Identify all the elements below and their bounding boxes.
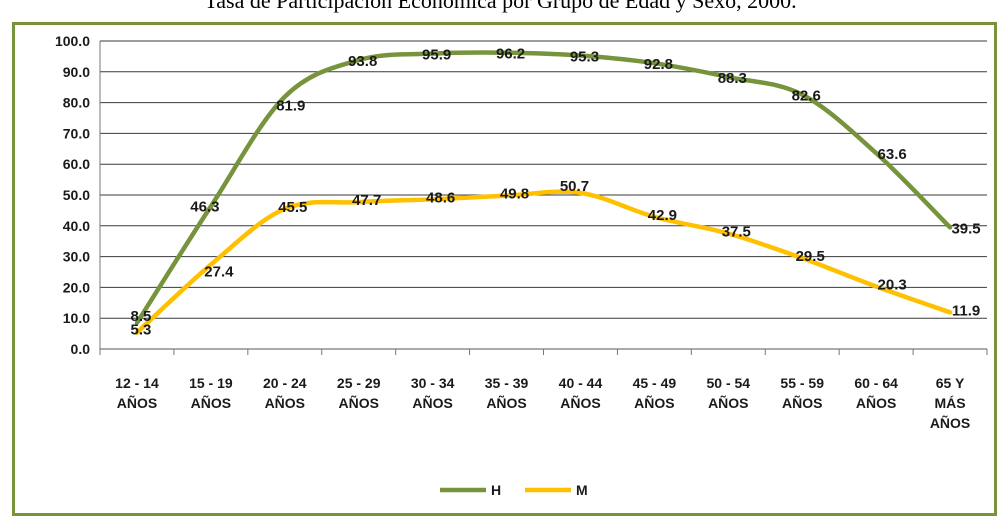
x-tick-label-line: 45 - 49: [633, 375, 677, 391]
x-tick-label: 45 - 49 AÑOS: [633, 375, 677, 411]
y-tick-label: 100.0: [55, 33, 90, 49]
x-tick-label-line: 55 - 59: [780, 375, 824, 391]
y-tick-label: 30.0: [63, 249, 90, 265]
x-tick-label-line: 40 - 44: [559, 375, 603, 391]
x-tick-label-line: 12 - 14: [115, 375, 159, 391]
x-tick-label-line: 15 - 19: [189, 375, 233, 391]
y-axis-labels: 0.0 10.0 20.0 30.0 40.0 50.0 60.0 70.0 80.0 90.0 1…: [55, 33, 90, 357]
x-tick-label: 40 - 44 AÑOS: [559, 375, 603, 411]
x-tick-label-line: 30 - 34: [411, 375, 455, 391]
data-label-m: 47.7: [352, 192, 381, 209]
y-tick-label: 40.0: [63, 218, 90, 234]
x-tick-label-line: 50 - 54: [706, 375, 750, 391]
data-label-m: 49.8: [500, 186, 529, 203]
x-tick-label: 12 - 14 AÑOS: [115, 375, 159, 411]
data-label-m: 37.5: [722, 224, 751, 241]
series-line-h: [134, 50, 953, 326]
y-tick-label: 90.0: [63, 64, 90, 80]
data-label-h: 96.2: [496, 46, 525, 63]
data-label-h: 93.8: [348, 53, 377, 70]
data-label-m: 50.7: [560, 178, 589, 195]
x-tick-label: 50 - 54 AÑOS: [706, 375, 750, 411]
data-label-h: 81.9: [276, 98, 305, 115]
data-label-m: 27.4: [204, 264, 234, 281]
x-tick-label: 30 - 34 AÑOS: [411, 375, 455, 411]
legend-label-h: H: [491, 482, 501, 498]
y-tick-label: 50.0: [63, 187, 90, 203]
data-label-m: 48.6: [426, 189, 455, 206]
x-tick-label-line: AÑOS: [634, 394, 674, 411]
y-tick-label: 10.0: [63, 310, 90, 326]
data-label-m: 20.3: [878, 276, 907, 293]
x-tick-label-line: 65 Y: [936, 375, 965, 391]
x-tick-label: 60 - 64 AÑOS: [854, 375, 898, 411]
x-axis-ticks: [99, 349, 988, 355]
x-tick-label: 15 - 19 AÑOS: [189, 375, 233, 411]
data-label-h: 82.6: [792, 88, 821, 105]
x-tick-label-line: AÑOS: [486, 394, 526, 411]
x-tick-label: 35 - 39 AÑOS: [485, 375, 529, 411]
gridlines: [100, 40, 987, 319]
x-tick-label-line: AÑOS: [856, 394, 896, 411]
data-label-m: 5.3: [131, 322, 152, 339]
legend-label-m: M: [576, 482, 588, 498]
y-tick-label: 70.0: [63, 125, 90, 141]
data-label-m: 29.5: [796, 248, 825, 265]
x-tick-label-line: AÑOS: [117, 394, 157, 411]
series-line-m: [134, 189, 953, 335]
x-tick-label: 65 Y MÁS AÑOS: [930, 375, 970, 431]
x-tick-label-line: AÑOS: [930, 414, 970, 431]
data-label-h: 46.3: [190, 198, 219, 215]
data-label-h: 95.9: [422, 47, 451, 64]
x-tick-label-line: AÑOS: [560, 394, 600, 411]
data-label-h: 39.5: [951, 220, 980, 237]
x-tick-label-line: 35 - 39: [485, 375, 529, 391]
data-label-h: 92.8: [644, 56, 673, 73]
x-tick-label: 55 - 59 AÑOS: [780, 375, 824, 411]
x-tick-label-line: AÑOS: [708, 394, 748, 411]
x-tick-label-line: AÑOS: [265, 394, 305, 411]
data-label-m: 42.9: [648, 207, 677, 224]
x-tick-label-line: MÁS: [934, 395, 965, 411]
data-label-m: 45.5: [278, 199, 307, 216]
x-tick-label-line: 20 - 24: [263, 375, 307, 391]
data-labels: 8.5 46.3 81.9 93.8 95.9 96.2 95.3 92.8 88.3 82.6 6…: [131, 46, 981, 339]
x-tick-label-line: AÑOS: [338, 394, 378, 411]
x-tick-label: 25 - 29 AÑOS: [337, 375, 381, 411]
x-tick-label: 20 - 24 AÑOS: [263, 375, 307, 411]
x-tick-label-line: 25 - 29: [337, 375, 381, 391]
y-tick-label: 20.0: [63, 279, 90, 295]
x-tick-label-line: 60 - 64: [854, 375, 898, 391]
data-label-m: 11.9: [952, 302, 980, 319]
y-tick-label: 60.0: [63, 156, 90, 172]
chart-title: Tasa de Participación Económica por Grup…: [204, 0, 797, 13]
y-tick-label: 80.0: [63, 95, 90, 111]
data-label-h: 8.5: [131, 308, 152, 325]
x-tick-label-line: AÑOS: [782, 394, 822, 411]
x-tick-label-line: AÑOS: [412, 394, 452, 411]
data-label-h: 88.3: [718, 70, 747, 87]
data-label-h: 63.6: [878, 146, 907, 163]
data-label-h: 95.3: [570, 48, 599, 65]
x-tick-label-line: AÑOS: [191, 394, 231, 411]
series-lines: [134, 50, 953, 335]
y-tick-label: 0.0: [71, 341, 91, 357]
